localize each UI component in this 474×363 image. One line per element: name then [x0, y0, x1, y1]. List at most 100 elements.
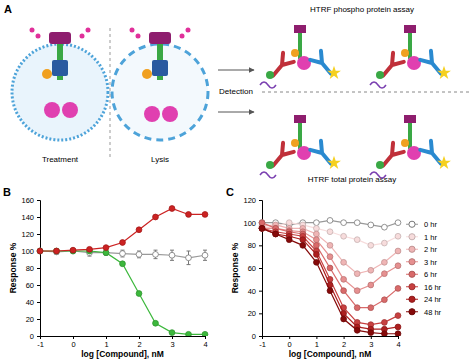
- assay-complex: [260, 25, 341, 88]
- y-tick-mark: [37, 234, 40, 235]
- phospho: [401, 49, 409, 57]
- data-point: [314, 242, 320, 248]
- data-point: [382, 240, 388, 246]
- data-point: [341, 233, 347, 239]
- data-point: [259, 220, 265, 226]
- data-point: [395, 286, 401, 292]
- legend-label: 2 hr: [424, 245, 437, 254]
- x-axis: -101234: [37, 336, 207, 349]
- chart-panel: C-101234020406080100120log [Compound], n…: [226, 186, 442, 359]
- x-tick: 2: [342, 336, 346, 349]
- data-point: [169, 252, 175, 258]
- data-point: [382, 297, 388, 303]
- plot-area: [37, 206, 208, 336]
- data-point: [314, 225, 320, 231]
- x-axis-line: [41, 337, 206, 340]
- x-tick-mark: [289, 336, 290, 339]
- y-tick: 140: [21, 213, 40, 222]
- phospho: [142, 69, 152, 79]
- y-tick-mark: [259, 336, 262, 337]
- arrow: [110, 28, 111, 160]
- data-point: [327, 265, 333, 271]
- acceptor: [327, 156, 341, 169]
- data-point: [354, 288, 360, 294]
- y-tick-mark: [37, 336, 40, 337]
- data-point: [202, 212, 208, 218]
- x-tick-mark: [371, 336, 372, 339]
- data-point: [286, 237, 292, 243]
- y-tick: 20: [26, 315, 40, 324]
- receptor-stem: [408, 123, 412, 149]
- legend-label: 48 hr: [424, 308, 442, 317]
- phospho: [291, 49, 299, 57]
- y-tick: 0: [30, 332, 40, 341]
- phospho: [291, 139, 299, 147]
- legend-label: 3 hr: [424, 258, 437, 267]
- data-point: [341, 316, 347, 322]
- error-bar: [187, 251, 191, 265]
- x-tick-label: 3: [170, 340, 174, 349]
- acceptor: [437, 156, 451, 169]
- y-tick: 20: [248, 309, 262, 318]
- data-point: [395, 331, 401, 336]
- donor: [376, 161, 384, 169]
- signal: [370, 82, 386, 88]
- y-tick: 80: [248, 241, 262, 250]
- x-axis-title: log [Compound], nM: [81, 349, 164, 359]
- signal: [370, 172, 386, 178]
- legend-label: 16 hr: [424, 283, 442, 292]
- substrate: [44, 102, 60, 118]
- y-tick-label: 80: [26, 264, 34, 273]
- data-point: [259, 225, 265, 231]
- receptor-head: [294, 25, 306, 33]
- phospho: [42, 69, 52, 79]
- y-tick-mark: [259, 313, 262, 314]
- data-point: [327, 229, 333, 235]
- x-tick-mark: [106, 336, 107, 339]
- x-tick-label: 3: [369, 340, 373, 349]
- data-point: [314, 252, 320, 258]
- legend-marker: [409, 271, 415, 277]
- x-axis: -101234: [259, 336, 400, 349]
- ligand: [130, 28, 135, 33]
- y-tick: 80: [26, 264, 40, 273]
- receptor-head: [404, 25, 416, 33]
- y-tick-label: 40: [26, 298, 34, 307]
- data-point: [382, 331, 388, 336]
- data-point: [70, 247, 76, 253]
- data-point: [368, 242, 374, 248]
- panel-label: C: [226, 186, 234, 198]
- x-tick: 2: [137, 336, 141, 349]
- step-label: Detection: [219, 87, 253, 96]
- y-tick: 60: [248, 264, 262, 273]
- panel-label: A: [4, 3, 12, 15]
- legend-label: 6 hr: [424, 270, 437, 279]
- x-axis-title: log [Compound], nM: [289, 349, 372, 359]
- data-point: [259, 225, 265, 231]
- data-point: [259, 225, 265, 231]
- step-label: Lysis: [151, 155, 169, 164]
- x-tick: 3: [170, 336, 174, 349]
- assay-complex: [260, 115, 341, 178]
- ligand: [86, 28, 91, 33]
- signal: [260, 82, 276, 88]
- substrate: [297, 56, 311, 70]
- x-tick-label: 1: [315, 340, 319, 349]
- donor: [376, 71, 384, 79]
- divider: [262, 92, 470, 93]
- x-tick: 0: [288, 336, 292, 349]
- data-point: [395, 324, 401, 330]
- step-label: Treatment: [42, 155, 79, 164]
- legend-marker: [409, 296, 415, 302]
- y-tick-mark: [37, 268, 40, 269]
- y-tick-label: 60: [248, 264, 256, 273]
- data-point: [136, 227, 142, 233]
- plot-area: [259, 218, 401, 336]
- x-tick: 1: [315, 336, 319, 349]
- series-line: [40, 209, 205, 252]
- series-line: [262, 228, 398, 290]
- assay-title: HTRF phospho protein assay: [310, 5, 414, 14]
- data-point: [273, 231, 279, 237]
- x-tick: -1: [259, 336, 266, 349]
- assay-title: HTRF total protein assay: [308, 175, 396, 184]
